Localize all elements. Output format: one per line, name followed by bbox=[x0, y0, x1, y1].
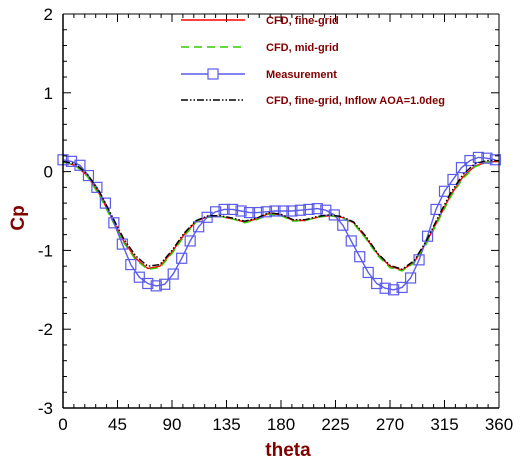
x-tick-label: 0 bbox=[58, 415, 67, 434]
x-tick-label: 315 bbox=[430, 415, 458, 434]
measurement-marker bbox=[184, 235, 196, 247]
measurement-marker bbox=[125, 258, 137, 271]
legend-label-2: Measurement bbox=[266, 69, 337, 81]
legend-marker bbox=[207, 68, 219, 80]
measurement-marker bbox=[91, 181, 103, 193]
measurement-marker bbox=[430, 203, 442, 216]
series-line-3 bbox=[62, 159, 499, 270]
legend-label-3: CFD, fine-grid, Inflow AOA=1.0deg bbox=[266, 95, 445, 107]
measurement-marker bbox=[218, 203, 230, 216]
y-tick-label: -1 bbox=[38, 241, 53, 260]
measurement-marker bbox=[108, 217, 120, 229]
measurement-marker bbox=[176, 252, 188, 264]
measurement-marker bbox=[74, 159, 86, 171]
measurement-marker bbox=[438, 185, 451, 197]
measurement-marker bbox=[210, 206, 222, 218]
measurement-marker bbox=[421, 230, 434, 242]
series-line-2 bbox=[62, 156, 496, 291]
axes-layer: 0 45 90 135 180 225 270 315 360 -3 -2 -1 0 1 2 bbox=[38, 5, 513, 434]
measurement-marker bbox=[260, 206, 273, 218]
measurement-marker bbox=[303, 203, 315, 216]
y-tick-label: 2 bbox=[44, 5, 53, 24]
measurement-marker bbox=[311, 203, 323, 215]
measurement-marker bbox=[294, 204, 306, 216]
measurement-marker bbox=[489, 154, 501, 166]
measurement-marker bbox=[362, 266, 374, 279]
x-tick-label: 90 bbox=[163, 415, 182, 434]
measurement-marker bbox=[167, 268, 179, 280]
measurement-marker bbox=[455, 162, 468, 174]
measurement-marker bbox=[464, 154, 476, 167]
measurement-marker bbox=[481, 152, 493, 164]
legend-label-0: CFD, fine-grid bbox=[266, 15, 339, 27]
x-tick-label: 360 bbox=[485, 415, 513, 434]
y-tick-label: -3 bbox=[38, 399, 53, 418]
measurement-marker bbox=[277, 205, 290, 217]
measurement-marker bbox=[388, 284, 400, 296]
measurement-marker bbox=[82, 169, 95, 182]
measurement-marker bbox=[345, 235, 357, 247]
measurement-marker bbox=[328, 209, 340, 221]
measurement-marker bbox=[243, 206, 256, 219]
measurement-marker bbox=[472, 151, 485, 164]
measurement-marker bbox=[447, 173, 459, 186]
y-tick-label: 0 bbox=[44, 163, 53, 182]
y-tick-label: -2 bbox=[38, 320, 53, 339]
measurement-marker bbox=[286, 205, 298, 217]
x-tick-label: 135 bbox=[212, 415, 240, 434]
measurement-marker bbox=[354, 251, 366, 263]
x-tick-label: 180 bbox=[267, 415, 295, 434]
x-tick-label: 45 bbox=[108, 415, 127, 434]
x-tick-label: 225 bbox=[321, 415, 349, 434]
measurement-marker bbox=[99, 197, 111, 209]
series-layer bbox=[57, 151, 501, 296]
measurement-marker bbox=[235, 205, 247, 217]
legend-label-1: CFD, mid-grid bbox=[266, 42, 339, 54]
y-axis-title: Cp bbox=[8, 205, 29, 230]
measurement-marker bbox=[142, 277, 154, 290]
measurement-marker bbox=[379, 282, 391, 294]
legend: CFD, fine-grid CFD, mid-grid Measurement CF… bbox=[181, 15, 445, 107]
measurement-marker bbox=[150, 280, 162, 292]
measurement-marker bbox=[269, 205, 281, 217]
measurement-marker bbox=[396, 281, 408, 294]
measurement-marker bbox=[337, 219, 349, 231]
x-tick-label: 270 bbox=[376, 415, 404, 434]
x-axis-title: theta bbox=[265, 440, 311, 461]
measurement-marker bbox=[226, 203, 239, 216]
measurement-marker bbox=[159, 278, 171, 290]
measurement-marker bbox=[193, 221, 205, 233]
measurement-marker bbox=[404, 272, 417, 284]
y-tick-label: 1 bbox=[44, 84, 53, 103]
measurement-marker bbox=[133, 271, 145, 283]
